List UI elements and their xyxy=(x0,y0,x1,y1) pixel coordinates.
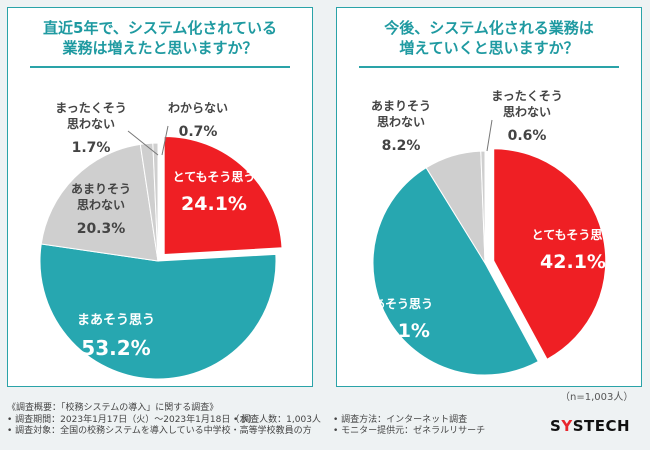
title-divider xyxy=(30,66,290,68)
chart-title-line: 今後、システム化される業務は xyxy=(384,19,594,37)
slice-category-label: 思わない xyxy=(77,198,125,212)
slice-category-label: とてもそう思う xyxy=(532,228,615,242)
logo-letter: S xyxy=(550,417,562,435)
survey-people: • 調査人数：1,003人 xyxy=(233,414,321,425)
slice-category-label: まったくそう xyxy=(491,89,563,103)
survey-period: • 調査期間：2023年1月17日（火）～2023年1月18日（水） xyxy=(7,414,258,425)
slice-label: わからない 0.7% xyxy=(168,101,228,140)
chart-title-line: 業務は増えたと思いますか？ xyxy=(62,39,258,57)
slice-category-label: あまりそう xyxy=(371,99,431,113)
chart-title: 直近5年で、システム化されている 業務は増えたと思いますか？ xyxy=(8,18,312,58)
slice-value-label: 42.1% xyxy=(540,251,606,273)
pie-slice xyxy=(493,148,607,360)
pie-slice xyxy=(372,167,540,376)
logo-letter: Y xyxy=(561,417,573,435)
pie-chart: とてもそう思う24.1%まあそう思う53.2%あまりそう思わない20.3%まった… xyxy=(39,101,283,380)
sample-size-note: （n=1,003人） xyxy=(560,392,634,403)
slice-label: とてもそう思う 42.1% xyxy=(532,228,615,273)
footer-row: • 調査対象：全国の校務システムを導入している中学校・高等学校教員の方 • モニ… xyxy=(7,426,485,438)
title-divider xyxy=(359,66,619,68)
logo-letter: STECH xyxy=(572,417,631,435)
chart-title-line: 直近5年で、システム化されている xyxy=(43,19,277,37)
systech-logo: SYSTECH xyxy=(550,417,630,435)
slice-category-label: まあそう思う xyxy=(77,313,155,328)
slice-category-label: 思わない xyxy=(503,105,551,119)
pie-slice xyxy=(40,143,159,262)
survey-provider: • モニター提供元：ゼネラルリサーチ xyxy=(333,426,486,436)
slice-label: とてもそう思う 24.1% xyxy=(173,170,256,215)
slice-label: まあそう思う 49.1% xyxy=(361,297,433,342)
survey-footer: 《調査概要：「校務システムの導入」に関する調査》 • 調査期間：2023年1月1… xyxy=(7,403,485,438)
footer-row: • 調査期間：2023年1月17日（火）～2023年1月18日（水） • 調査人… xyxy=(7,415,485,427)
slice-category-label: 思わない xyxy=(67,117,115,131)
survey-target: • 調査対象：全国の校務システムを導入している中学校・高等学校教員の方 xyxy=(7,426,312,436)
leader-line xyxy=(127,130,159,156)
slice-value-label: 8.2% xyxy=(382,138,421,154)
pie-slice xyxy=(152,142,159,262)
slice-value-label: 20.3% xyxy=(77,221,126,237)
chart-title: 今後、システム化される業務は 増えていくと思いますか？ xyxy=(337,18,641,58)
survey-method: • 調査方法：インターネット調査 xyxy=(333,414,468,425)
pie-chart: とてもそう思う42.1%まあそう思う49.1%あまりそう思わない8.2%まったく… xyxy=(361,89,615,376)
leader-line xyxy=(486,119,493,152)
slice-category-label: 思わない xyxy=(377,115,425,129)
slice-value-label: 49.1% xyxy=(364,320,430,342)
slice-category-label: まあそう思う xyxy=(361,297,433,311)
slice-value-label: 1.7% xyxy=(72,140,111,156)
pie-slice xyxy=(480,150,486,264)
pie-slice xyxy=(39,243,277,380)
chart-title-line: 増えていくと思いますか？ xyxy=(399,39,579,57)
slice-value-label: 0.6% xyxy=(508,128,547,144)
leader-line xyxy=(161,125,169,156)
survey-overview: 《調査概要：「校務システムの導入」に関する調査》 xyxy=(7,403,219,413)
slice-label: まあそう思う 53.2% xyxy=(77,313,155,360)
pie-slice xyxy=(163,135,283,255)
slice-value-label: 24.1% xyxy=(181,193,247,215)
slice-value-label: 53.2% xyxy=(81,336,150,360)
slice-category-label: わからない xyxy=(168,101,228,115)
slice-category-label: あまりそう xyxy=(71,182,131,196)
slice-value-label: 0.7% xyxy=(179,124,218,140)
slice-category-label: まったくそう xyxy=(55,101,127,115)
chart-panel-right: 今後、システム化される業務は 増えていくと思いますか？ とてもそう思う 42.1%… xyxy=(336,7,642,387)
slice-category-label: とてもそう思う xyxy=(173,170,256,184)
chart-panel-left: 直近5年で、システム化されている 業務は増えたと思いますか？ とてもそう思う 24… xyxy=(7,7,313,387)
